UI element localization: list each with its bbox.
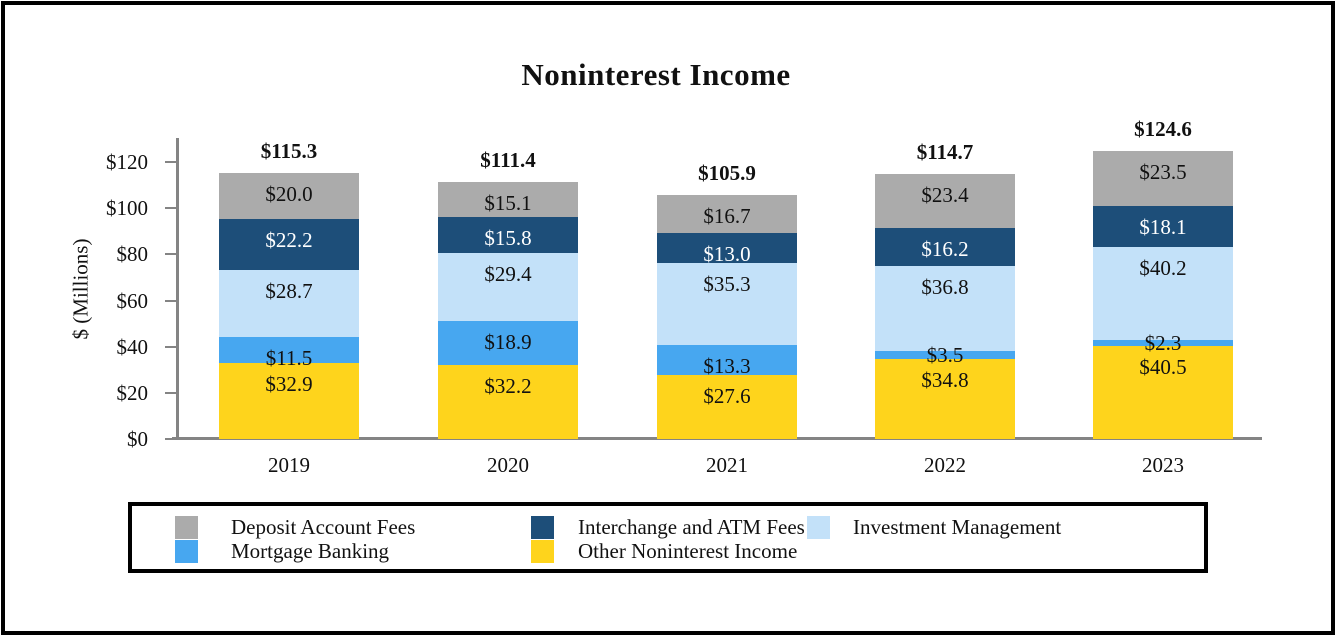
y-axis-tick-label: $40: [116, 334, 149, 359]
y-axis-tick-mark: [165, 345, 177, 348]
legend-item-label: Other Noninterest Income: [578, 539, 798, 563]
bar-segment-interchange-and-atm-fees: $22.2: [219, 219, 359, 271]
segment-value-label: $40.2: [1139, 256, 1187, 281]
bar-2021: $16.7 $13.0 $35.3 $13.3 $27.6: [657, 194, 797, 439]
x-axis-category-label: 2022: [924, 453, 966, 477]
legend-item-label: Deposit Account Fees: [231, 515, 416, 539]
y-axis-tick-mark: [165, 161, 177, 164]
segment-value-label: $16.2: [921, 237, 969, 262]
bar-segment-interchange-and-atm-fees: $13.0: [657, 233, 797, 267]
bar-segment-investment-management: $40.2: [1093, 247, 1233, 341]
y-axis-tick-label: $80: [116, 242, 149, 267]
bar-segment-other-noninterest-income: $27.6: [657, 375, 797, 439]
bar-total-label: $111.4: [480, 147, 536, 172]
y-axis-tick-mark: [165, 299, 177, 302]
bar-segment-other-noninterest-income: $32.2: [438, 364, 578, 439]
segment-value-label: $18.1: [1139, 214, 1187, 239]
bar-segment-other-noninterest-income: $34.8: [875, 358, 1015, 439]
bar-segment-deposit-account-fees: $23.4: [875, 174, 1015, 229]
y-axis-tick-label: $100: [106, 196, 148, 221]
bar-2019: $20.0 $22.2 $28.7 $11.5 $32.9: [219, 172, 359, 439]
segment-value-label: $35.3: [703, 272, 751, 297]
segment-value-label: $23.4: [921, 183, 969, 208]
bar-segment-mortgage-banking: $18.9: [438, 321, 578, 365]
segment-value-label: $29.4: [484, 262, 532, 287]
segment-value-label: $40.5: [1139, 354, 1187, 379]
bar-segment-investment-management: $36.8: [875, 265, 1015, 351]
x-axis-category-label: 2023: [1142, 453, 1184, 477]
x-axis-category-label: 2020: [487, 453, 529, 477]
bar-segment-investment-management: $35.3: [657, 263, 797, 345]
segment-value-label: $32.9: [265, 372, 313, 397]
bar-segment-interchange-and-atm-fees: $15.8: [438, 216, 578, 254]
bar-segment-mortgage-banking: $3.5: [875, 344, 1015, 366]
legend-swatch-interchange-and-atm-fees: [531, 516, 554, 539]
bar-segment-other-noninterest-income: $40.5: [1093, 345, 1233, 439]
bar-segment-mortgage-banking: $11.5: [219, 336, 359, 369]
legend: Deposit Account Fees Interchange and ATM …: [128, 502, 1208, 573]
bar-segment-deposit-account-fees: $20.0: [219, 172, 359, 220]
segment-value-label: $28.7: [265, 279, 313, 304]
chart-title: Noninterest Income: [521, 57, 791, 92]
y-axis-tick-label: $20: [116, 380, 149, 405]
segment-value-label: $36.8: [921, 274, 969, 299]
bar-segment-deposit-account-fees: $15.1: [438, 181, 578, 217]
y-axis-tick-mark: [165, 207, 177, 210]
segment-value-label: $20.0: [265, 181, 313, 206]
y-axis-tick-mark: [165, 391, 177, 394]
bar-segment-investment-management: $28.7: [219, 270, 359, 337]
segment-value-label: $18.9: [484, 330, 532, 355]
x-axis-category-label: 2019: [268, 453, 310, 477]
y-axis-tick-mark: [165, 438, 177, 440]
bar-total-label: $115.3: [260, 138, 318, 163]
segment-value-label: $16.7: [703, 203, 751, 228]
bar-total-label: $124.6: [1134, 117, 1192, 142]
legend-swatch-deposit-account-fees: [175, 516, 198, 539]
segment-value-label: $27.6: [703, 384, 751, 409]
segment-value-label: $15.1: [484, 190, 532, 215]
bar-2020: $15.1 $15.8 $29.4 $18.9 $32.2: [438, 181, 578, 439]
bar-2022: $23.4 $16.2 $36.8 $3.5 $34.8: [875, 174, 1015, 439]
segment-value-label: $32.2: [484, 373, 532, 398]
segment-value-label: $13.3: [703, 353, 751, 378]
y-axis-tick-label: $0: [127, 427, 148, 451]
segment-value-label: $22.2: [265, 228, 313, 253]
bar-segment-other-noninterest-income: $32.9: [219, 363, 359, 439]
y-axis-line: [176, 138, 179, 440]
segment-value-label: $11.5: [265, 345, 313, 370]
legend-swatch-mortgage-banking: [175, 540, 198, 563]
legend-swatch-other-noninterest-income: [531, 540, 554, 563]
legend-item-label: Mortgage Banking: [231, 539, 390, 563]
segment-value-label: $23.5: [1139, 160, 1187, 185]
y-axis-tick-label: $120: [106, 150, 148, 175]
legend-item-label: Investment Management: [853, 515, 1062, 539]
segment-value-label: $2.3: [1144, 330, 1182, 355]
bar-segment-deposit-account-fees: $16.7: [657, 194, 797, 234]
segment-value-label: $34.8: [921, 367, 969, 392]
bar-2023: $23.5 $18.1 $40.2 $2.3 $40.5: [1093, 151, 1233, 439]
legend-item-label: Interchange and ATM Fees: [578, 515, 805, 539]
segment-value-label: $13.0: [703, 242, 751, 267]
bar-segment-deposit-account-fees: $23.5: [1093, 151, 1233, 206]
legend-swatch-investment-management: [807, 516, 830, 539]
bar-segment-interchange-and-atm-fees: $18.1: [1093, 205, 1233, 248]
bar-segment-mortgage-banking: $13.3: [657, 344, 797, 378]
bar-segment-mortgage-banking: $2.3: [1093, 332, 1233, 354]
y-axis-tick-mark: [165, 253, 177, 256]
segment-value-label: $3.5: [926, 342, 964, 367]
bar-segment-interchange-and-atm-fees: $16.2: [875, 228, 1015, 266]
segment-value-label: $15.8: [484, 225, 532, 250]
x-axis-category-label: 2021: [706, 453, 748, 477]
y-axis-tick-label: $60: [116, 288, 149, 313]
bar-total-label: $105.9: [698, 160, 756, 185]
bar-total-label: $114.7: [916, 140, 974, 165]
bar-segment-investment-management: $29.4: [438, 253, 578, 322]
